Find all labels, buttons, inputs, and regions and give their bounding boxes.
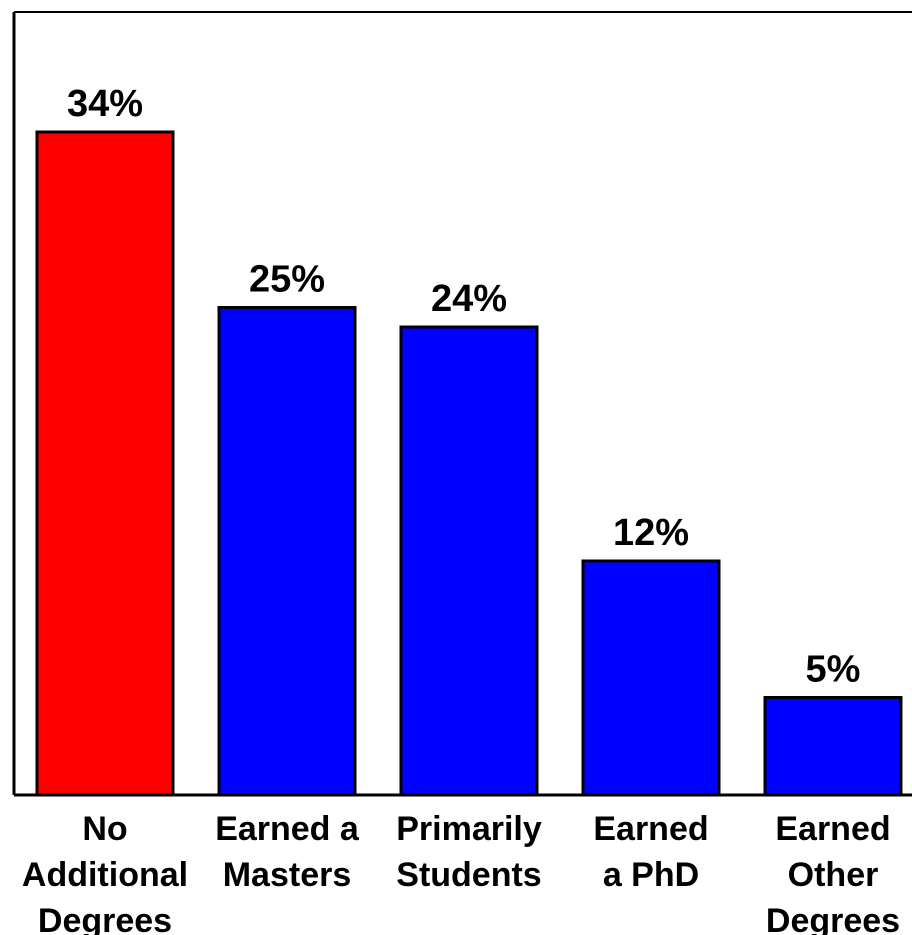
bar-3 — [581, 559, 721, 797]
category-label-3-line-1: a PhD — [603, 856, 699, 894]
category-labels-group: No Additional Degrees Earned a Masters Primar… — [22, 810, 900, 935]
value-label-3: 12% — [613, 512, 689, 554]
value-label-2: 24% — [431, 278, 507, 320]
value-label-1: 25% — [249, 259, 325, 301]
category-label-4-line-1: Other — [788, 856, 879, 894]
category-label-0-line-1: Additional — [22, 856, 188, 894]
bar-1 — [217, 306, 357, 797]
category-label-2-line-1: Students — [396, 856, 541, 894]
bar-4 — [763, 696, 903, 797]
value-labels-group: 34% 25% 24% 12% 5% — [67, 83, 860, 691]
category-label-4-line-0: Earned — [775, 810, 890, 848]
bars-group — [35, 130, 903, 797]
bar-0 — [35, 130, 175, 797]
category-label-0-line-0: No — [82, 810, 127, 848]
category-label-1-line-1: Masters — [223, 856, 352, 894]
category-label-3-line-0: Earned — [593, 810, 708, 848]
category-label-4-line-2: Degrees — [766, 902, 900, 935]
value-label-0: 34% — [67, 83, 143, 125]
category-label-0-line-2: Degrees — [38, 902, 172, 935]
bar-2 — [399, 325, 539, 797]
category-label-1-line-0: Earned a — [215, 810, 360, 848]
category-label-2-line-0: Primarily — [396, 810, 542, 848]
value-label-4: 5% — [806, 649, 861, 691]
